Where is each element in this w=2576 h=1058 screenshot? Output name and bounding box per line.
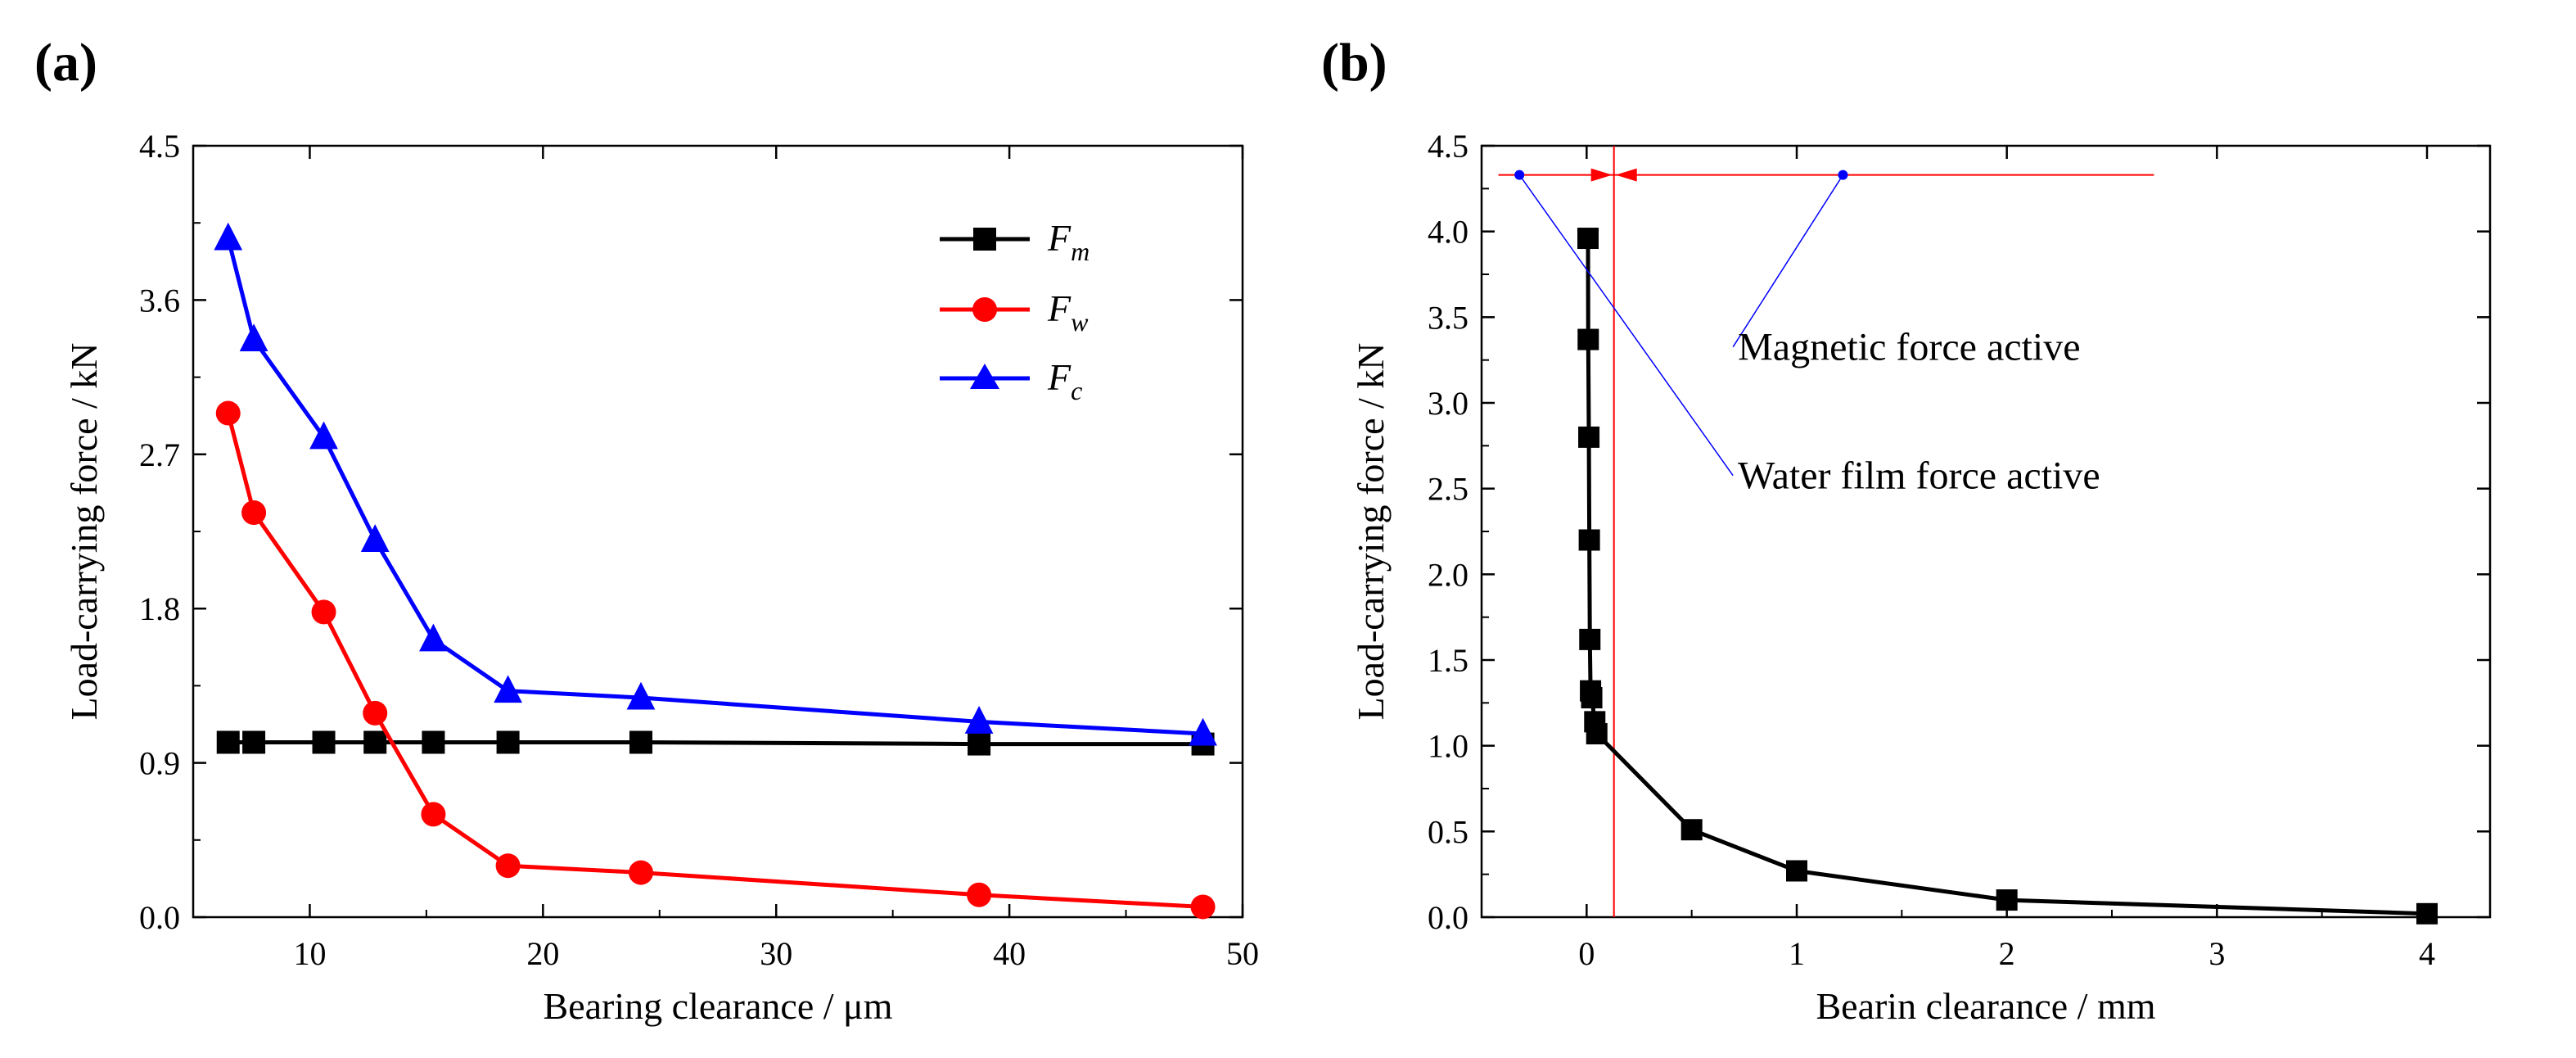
chart-a-legend: Fm Fw Fc — [940, 217, 1089, 405]
y-tick-label: 4.0 — [1428, 214, 1468, 251]
legend-marker-fm — [973, 228, 996, 251]
annotation-leader-line — [1518, 174, 1734, 477]
chart-b-x-axis: 0 1 2 3 4 — [1578, 146, 2435, 972]
data-point-fc — [239, 323, 268, 352]
x-tick-label: 50 — [1226, 935, 1259, 972]
chart-b: 0.0 0.5 1.0 1.5 2.0 2.5 3.0 3.5 4.0 4.5 0 1 2 3 4 Mag… — [1350, 128, 2492, 1027]
chart-a-y-axis-title: Load-carrying force / kN — [63, 342, 105, 720]
y-tick-label: 0.0 — [1428, 899, 1468, 936]
data-point-fw — [495, 853, 521, 879]
chart-b-y-axis-title: Load-carrying force / kN — [1350, 342, 1392, 720]
legend-label-fw: Fw — [1047, 287, 1089, 337]
data-point-fm — [422, 730, 445, 754]
annotation-leader-line — [1732, 174, 1844, 348]
data-point-fw — [628, 860, 653, 885]
chart-a-x-axis-title: Bearing clearance / μm — [544, 985, 893, 1027]
data-point-fc — [964, 706, 994, 734]
data-point-fw — [421, 802, 446, 827]
x-tick-label: 30 — [760, 935, 792, 972]
chart-b-x-axis-title: Bearin clearance / mm — [1816, 985, 2155, 1027]
y-tick-label: 0.0 — [139, 899, 180, 936]
data-point-fm — [312, 730, 336, 754]
data-point-fm — [496, 730, 520, 754]
data-point-fc — [626, 681, 656, 710]
y-tick-label: 4.5 — [1428, 128, 1468, 165]
chart-b-plot-frame — [1480, 144, 2492, 919]
data-point-fm — [216, 730, 240, 754]
data-point-fc — [1189, 717, 1217, 746]
chart-b-y-axis: 0.0 0.5 1.0 1.5 2.0 2.5 3.0 3.5 4.0 4.5 — [1428, 128, 2490, 936]
data-point-fw — [215, 400, 241, 426]
data-point-fw — [311, 599, 336, 625]
y-tick-label: 4.5 — [139, 128, 180, 165]
x-tick-label: 1 — [1789, 935, 1805, 972]
chart-a-series — [214, 222, 1217, 920]
chart-b-reference-lines — [1498, 146, 2154, 917]
x-tick-label: 20 — [526, 935, 559, 972]
data-point-fc — [1786, 860, 1807, 882]
data-point-fc — [1577, 228, 1599, 250]
y-tick-label: 3.0 — [1428, 385, 1468, 422]
data-point-fm — [242, 730, 266, 754]
data-point-fc — [1581, 687, 1603, 709]
data-point-fm — [629, 730, 652, 754]
data-point-fc — [214, 222, 243, 251]
data-point-fc — [309, 421, 338, 450]
y-tick-label: 3.6 — [139, 282, 180, 319]
y-tick-label: 2.0 — [1428, 556, 1468, 593]
data-point-fc — [1586, 723, 1608, 745]
y-tick-label: 0.5 — [1428, 813, 1468, 850]
y-tick-label: 3.5 — [1428, 299, 1468, 336]
data-point-fc — [2416, 902, 2438, 925]
data-point-fc — [360, 524, 390, 552]
x-tick-label: 40 — [993, 935, 1026, 972]
chart-a-y-axis: 0.0 0.9 1.8 2.7 3.6 4.5 — [139, 128, 1243, 936]
data-point-fm — [968, 732, 991, 756]
data-point-fc — [494, 675, 522, 703]
data-point-fc — [419, 623, 448, 652]
panel-b-label: (b) — [1321, 33, 1387, 93]
panel-a-label: (a) — [34, 33, 97, 93]
x-tick-label: 3 — [2208, 935, 2225, 972]
legend-marker-fc — [970, 364, 999, 389]
y-tick-label: 2.7 — [139, 436, 180, 473]
y-tick-label: 2.5 — [1428, 471, 1468, 508]
y-tick-label: 1.5 — [1428, 642, 1468, 679]
legend-label-fm: Fm — [1047, 217, 1089, 266]
chart-b-annotations: Magnetic force active Water film force ac… — [1514, 170, 2100, 498]
series-line-fw — [226, 412, 1203, 909]
annotation-water-film-force: Water film force active — [1738, 454, 2100, 498]
data-point-fc — [1578, 426, 1600, 448]
y-tick-label: 0.9 — [139, 745, 180, 782]
data-point-fc — [1579, 628, 1601, 650]
chart-a-x-axis: 10 20 30 40 50 — [293, 146, 1259, 972]
data-point-fc — [1996, 889, 2018, 911]
data-point-fw — [967, 882, 992, 907]
data-point-fw — [241, 500, 267, 525]
arrowhead-right-region — [1615, 168, 1637, 182]
data-point-fc — [1578, 529, 1600, 551]
x-tick-label: 10 — [293, 935, 326, 972]
data-point-fm — [363, 730, 387, 754]
annotation-anchor-dot — [1838, 170, 1848, 180]
chart-b-series — [1577, 228, 2438, 925]
data-point-fw — [1190, 894, 1216, 920]
x-tick-label: 2 — [1999, 935, 2015, 972]
arrowhead-left-region — [1590, 168, 1613, 182]
chart-a: 0.0 0.9 1.8 2.7 3.6 4.5 10 20 30 40 50 Fm Fw Fc B… — [63, 128, 1259, 1027]
data-point-fc — [1577, 328, 1599, 350]
annotation-magnetic-force: Magnetic force active — [1738, 326, 2080, 369]
legend-marker-fw — [972, 297, 997, 322]
data-point-fw — [363, 700, 388, 726]
x-tick-label: 0 — [1578, 935, 1595, 972]
annotation-anchor-dot — [1514, 170, 1525, 180]
y-tick-label: 1.0 — [1428, 728, 1468, 765]
x-tick-label: 4 — [2419, 935, 2435, 972]
data-point-fc — [1680, 819, 1703, 841]
legend-label-fc: Fc — [1047, 356, 1082, 405]
y-tick-label: 1.8 — [139, 590, 180, 627]
